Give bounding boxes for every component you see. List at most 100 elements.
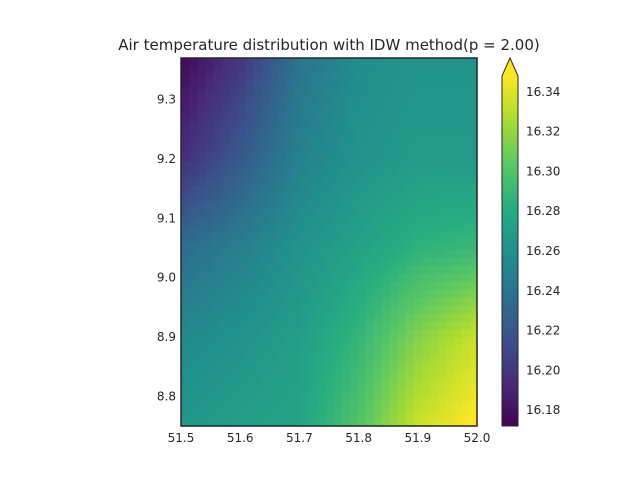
heatmap-cell [389, 386, 398, 395]
heatmap-cell [197, 74, 206, 83]
heatmap-cell [373, 354, 382, 363]
heatmap-cell [181, 242, 190, 251]
heatmap-cell [261, 290, 270, 299]
heatmap-cell [269, 234, 278, 243]
heatmap-cell [229, 314, 238, 323]
heatmap-cell [181, 202, 190, 211]
heatmap-cell [317, 218, 326, 227]
heatmap-cell [333, 202, 342, 211]
heatmap-cell [269, 226, 278, 235]
heatmap-cell [189, 234, 198, 243]
heatmap-cell [341, 210, 350, 219]
heatmap-cell [245, 346, 254, 355]
heatmap-cell [181, 66, 190, 75]
heatmap-cell [357, 362, 366, 371]
heatmap-cell [229, 410, 238, 419]
heatmap-cell [237, 330, 246, 339]
heatmap-cell [405, 146, 414, 155]
heatmap-cell [229, 250, 238, 259]
heatmap-cell [285, 298, 294, 307]
heatmap-cell [221, 402, 230, 411]
heatmap-cell [253, 66, 262, 75]
heatmap-cell [381, 370, 390, 379]
heatmap-cell [413, 362, 422, 371]
heatmap-cell [421, 178, 430, 187]
heatmap-cell [245, 90, 254, 99]
heatmap-cell [445, 162, 454, 171]
heatmap-cell [349, 226, 358, 235]
heatmap-cell [189, 322, 198, 331]
heatmap-cell [309, 290, 318, 299]
heatmap-cell [413, 314, 422, 323]
heatmap-cell [325, 90, 334, 99]
heatmap-cell [301, 154, 310, 163]
heatmap-cell [293, 346, 302, 355]
heatmap-cell [413, 58, 422, 67]
colorbar-tick-label: 16.30 [526, 164, 560, 178]
heatmap-cell [301, 298, 310, 307]
heatmap-cell [277, 210, 286, 219]
heatmap-cell [373, 146, 382, 155]
heatmap-cell [293, 162, 302, 171]
heatmap-cell [301, 346, 310, 355]
heatmap-cell [285, 282, 294, 291]
heatmap-cell [405, 386, 414, 395]
heatmap-cell [301, 178, 310, 187]
heatmap-cell [213, 58, 222, 67]
heatmap-cell [429, 138, 438, 147]
heatmap-cell [261, 202, 270, 211]
heatmap-cell [309, 74, 318, 83]
heatmap-cell [325, 138, 334, 147]
heatmap-cell [349, 138, 358, 147]
heatmap-cell [373, 162, 382, 171]
heatmap-cell [253, 234, 262, 243]
heatmap-cell [229, 186, 238, 195]
heatmap-cell [285, 154, 294, 163]
heatmap-cell [293, 354, 302, 363]
heatmap-cell [341, 138, 350, 147]
heatmap-cell [341, 114, 350, 123]
heatmap-cell [397, 402, 406, 411]
heatmap-cell [373, 98, 382, 107]
y-tick-label: 9.2 [157, 152, 176, 166]
heatmap-cell [421, 90, 430, 99]
colorbar-tick-label: 16.28 [526, 204, 560, 218]
heatmap-cell [285, 114, 294, 123]
heatmap-cell [285, 274, 294, 283]
heatmap-cell [389, 138, 398, 147]
heatmap-cell [389, 130, 398, 139]
heatmap-cell [461, 202, 470, 211]
heatmap-cell [181, 82, 190, 91]
heatmap-cell [221, 138, 230, 147]
heatmap-cell [429, 170, 438, 179]
heatmap-cell [437, 266, 446, 275]
heatmap-cell [253, 226, 262, 235]
heatmap-cell [285, 322, 294, 331]
heatmap-cell [269, 194, 278, 203]
heatmap-cell [285, 178, 294, 187]
heatmap-cell [429, 186, 438, 195]
heatmap-cell [421, 306, 430, 315]
heatmap-cell [389, 282, 398, 291]
heatmap-cell [461, 258, 470, 267]
heatmap-cell [277, 114, 286, 123]
heatmap-cell [317, 402, 326, 411]
heatmap-cell [413, 162, 422, 171]
heatmap-cell [333, 274, 342, 283]
heatmap-cell [325, 82, 334, 91]
heatmap-cell [277, 146, 286, 155]
heatmap-cell [341, 298, 350, 307]
heatmap-cell [461, 402, 470, 411]
heatmap-cell [333, 330, 342, 339]
heatmap-cell [341, 202, 350, 211]
heatmap-cell [285, 210, 294, 219]
heatmap-cell [445, 274, 454, 283]
heatmap-cell [445, 242, 454, 251]
heatmap-cell [405, 210, 414, 219]
heatmap-cell [341, 122, 350, 131]
heatmap-cell [317, 314, 326, 323]
heatmap-cell [181, 298, 190, 307]
heatmap-cell [269, 314, 278, 323]
heatmap-cell [309, 186, 318, 195]
heatmap-cell [365, 258, 374, 267]
